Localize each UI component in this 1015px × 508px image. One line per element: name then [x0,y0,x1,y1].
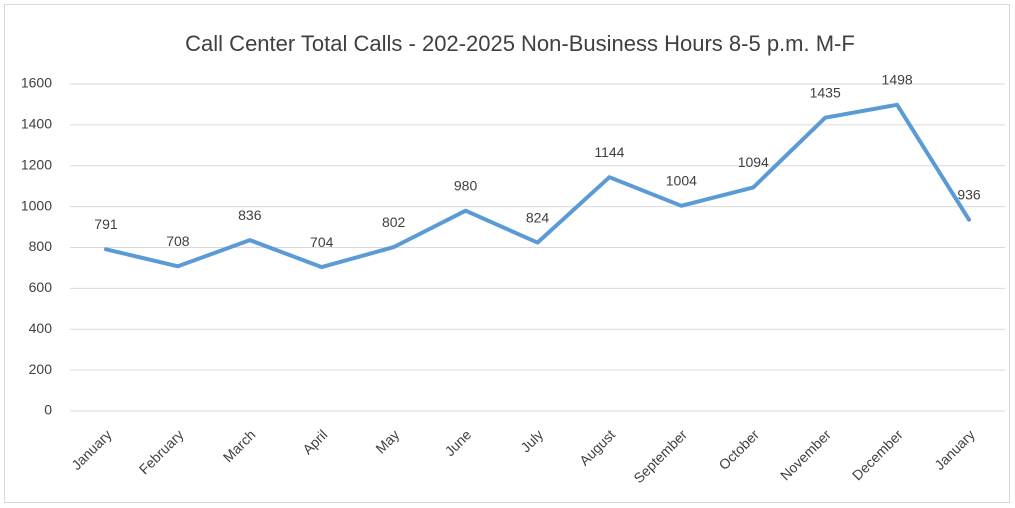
data-label: 1498 [882,72,913,88]
chart-title: Call Center Total Calls - 202-2025 Non-B… [185,31,855,56]
y-tick-label: 1200 [21,156,52,172]
data-label: 708 [166,233,190,249]
data-label: 836 [238,207,262,223]
data-label: 802 [382,214,406,230]
chart-border [4,4,1010,503]
data-label: 1144 [594,144,624,160]
y-tick-label: 1000 [21,197,52,213]
y-tick-label: 0 [44,402,52,418]
y-tick-label: 600 [29,279,53,295]
data-label: 1094 [738,154,769,170]
data-label: 1435 [810,84,841,100]
y-tick-label: 1400 [21,116,52,132]
data-label: 936 [957,186,981,202]
data-label: 1004 [666,173,697,189]
data-label: 791 [94,216,118,232]
y-tick-label: 200 [29,361,53,377]
data-line [104,102,971,270]
data-label: 980 [454,177,478,193]
y-tick-label: 1600 [21,75,52,91]
y-tick-label: 800 [29,238,53,254]
data-label: 824 [526,209,550,225]
data-label: 704 [310,234,334,250]
y-tick-label: 400 [29,320,53,336]
